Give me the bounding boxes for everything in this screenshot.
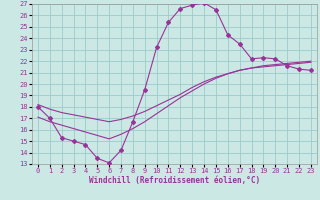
X-axis label: Windchill (Refroidissement éolien,°C): Windchill (Refroidissement éolien,°C)	[89, 176, 260, 185]
